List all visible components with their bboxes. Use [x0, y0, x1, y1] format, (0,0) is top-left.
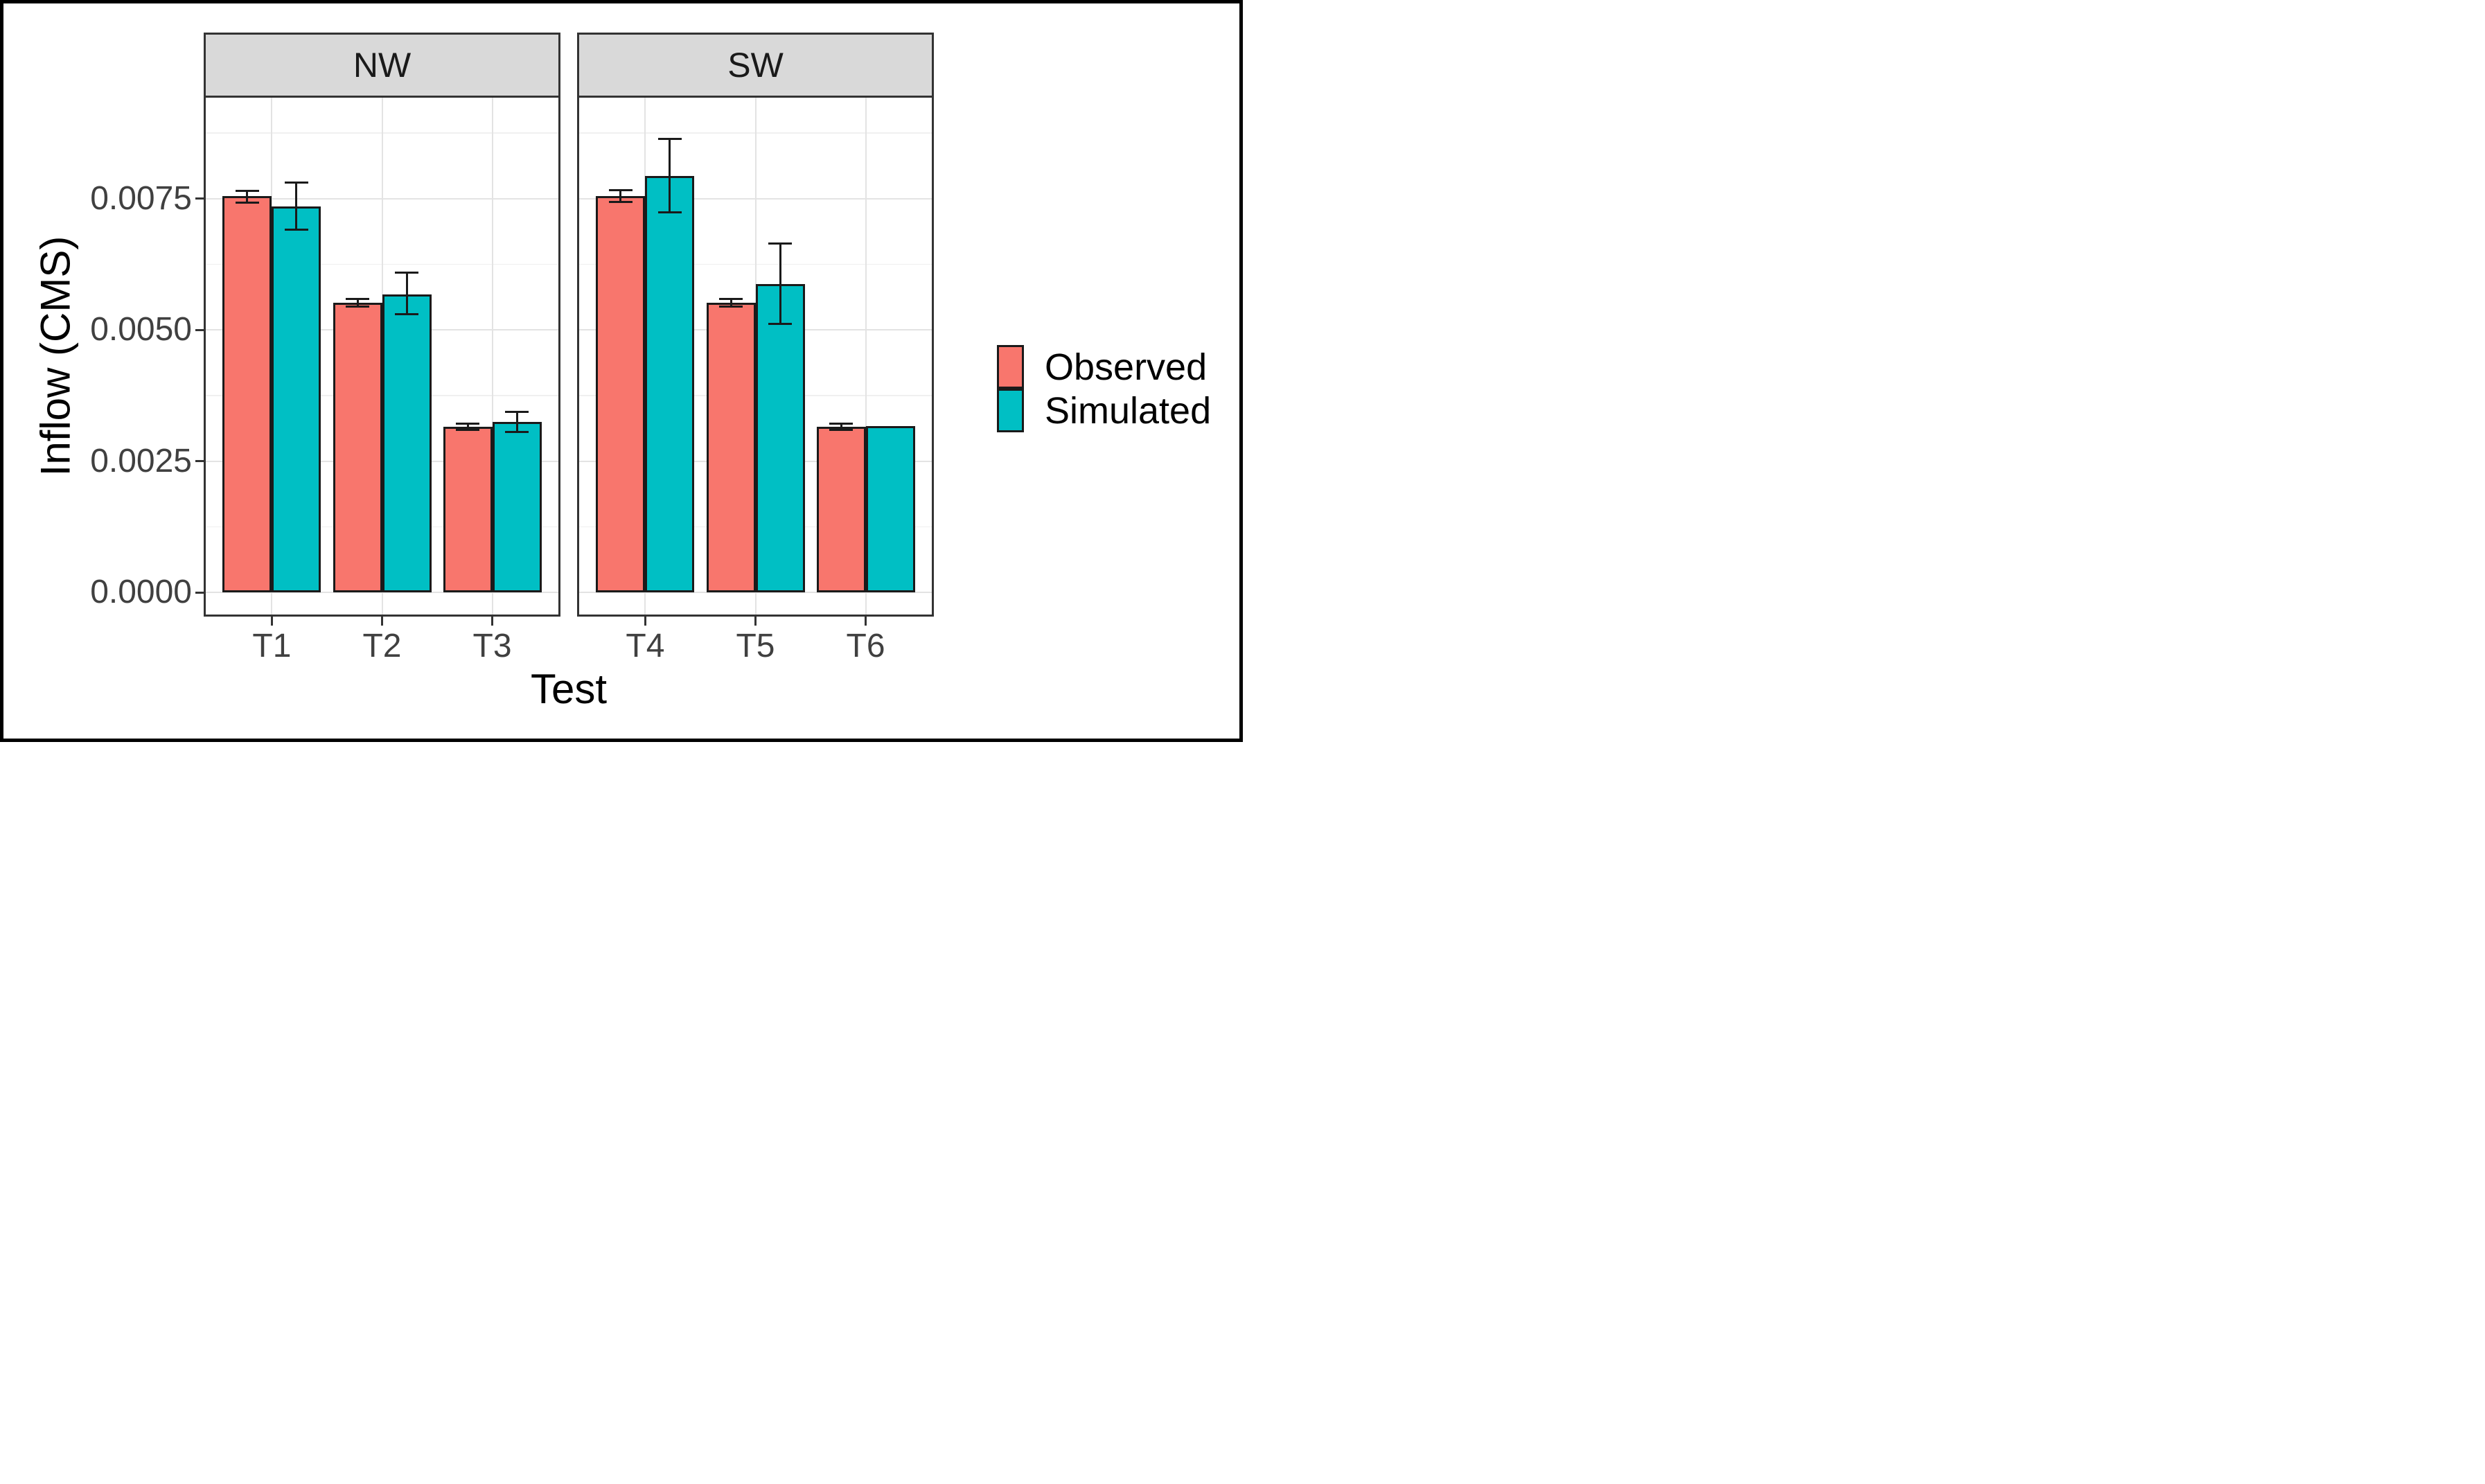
x-tick-mark: [381, 617, 383, 626]
facet-strip-label: SW: [727, 46, 784, 85]
facet-strip: SW: [577, 33, 934, 98]
legend-entry: Simulated: [997, 389, 1211, 432]
y-tick-label: 0.0025: [90, 442, 192, 479]
facet-strip: NW: [204, 33, 560, 98]
legend-entry: Observed: [997, 345, 1211, 389]
error-bar-cap-top: [346, 297, 369, 300]
x-tick-label: T3: [472, 628, 512, 664]
x-tick-mark: [644, 617, 646, 626]
error-bar-line: [515, 412, 518, 432]
gridline-vertical: [491, 98, 493, 615]
chart-figure: Inflow (CMS) Test 0.0000 0.0025 0.0050 0.00…: [0, 0, 1243, 742]
bar-simulated-T4: [645, 175, 695, 593]
y-tick-label: 0.0000: [90, 574, 192, 611]
y-tick-label: 0.0075: [90, 179, 192, 217]
x-tick-label: T2: [362, 628, 402, 664]
error-bar-cap-bottom: [284, 228, 308, 231]
error-bar-line: [295, 182, 298, 230]
error-bar-cap-bottom: [719, 306, 743, 308]
bar-simulated-T5: [755, 284, 805, 593]
x-tick-mark: [754, 617, 757, 626]
error-bar-line: [356, 299, 359, 307]
facet-strip-label: NW: [353, 46, 412, 85]
x-axis-title: Test: [530, 666, 608, 712]
y-tick-mark: [195, 591, 205, 594]
error-bar-cap-top: [235, 189, 259, 192]
error-bar-cap-top: [719, 297, 743, 300]
error-bar-cap-top: [768, 242, 792, 245]
error-bar-cap-bottom: [657, 211, 682, 213]
bar-observed-T6: [816, 427, 866, 593]
bar-simulated-T1: [272, 206, 321, 593]
y-tick-mark: [195, 328, 205, 331]
x-tick-label: T4: [626, 628, 665, 664]
error-bar-line: [405, 272, 408, 315]
error-bar-line: [779, 243, 781, 324]
error-bar-cap-top: [505, 410, 529, 413]
x-tick-label: T6: [846, 628, 885, 664]
facet-panel: [204, 96, 560, 617]
bar-observed-T2: [333, 302, 382, 593]
bar-simulated-T2: [382, 294, 432, 593]
error-bar-cap-top: [284, 181, 308, 184]
error-bar-cap-bottom: [456, 429, 480, 432]
x-tick-mark: [865, 617, 867, 626]
bar-simulated-T6: [865, 425, 915, 593]
legend: Observed Simulated: [997, 345, 1211, 432]
bar-observed-T1: [222, 195, 272, 593]
error-bar-cap-bottom: [608, 200, 633, 203]
x-tick-mark: [491, 617, 494, 626]
error-bar-cap-bottom: [768, 323, 792, 326]
bar-simulated-T3: [492, 421, 542, 593]
error-bar-cap-bottom: [346, 306, 369, 308]
error-bar-line: [669, 139, 671, 213]
y-tick-mark: [195, 197, 205, 200]
error-bar-line: [466, 423, 469, 430]
y-tick-label: 0.0050: [90, 311, 192, 348]
error-bar-line: [246, 191, 249, 203]
facet-panel: [577, 96, 934, 617]
legend-swatch-observed: [997, 345, 1024, 389]
error-bar-line: [840, 423, 842, 430]
legend-swatch-simulated: [997, 389, 1024, 432]
x-tick-label: T1: [252, 628, 292, 664]
error-bar-line: [729, 299, 732, 307]
legend-label: Simulated: [1045, 389, 1212, 432]
error-bar-line: [619, 190, 622, 202]
error-bar-cap-bottom: [235, 202, 259, 204]
error-bar-cap-top: [456, 423, 480, 425]
error-bar-cap-top: [608, 188, 633, 191]
error-bar-cap-top: [657, 137, 682, 140]
x-tick-label: T5: [736, 628, 775, 664]
gridline-vertical: [865, 98, 867, 615]
error-bar-cap-bottom: [829, 428, 854, 431]
error-bar-cap-top: [829, 423, 854, 425]
legend-label: Observed: [1045, 346, 1208, 388]
y-tick-mark: [195, 460, 205, 463]
error-bar-cap-top: [395, 271, 418, 274]
bar-observed-T5: [706, 302, 756, 593]
bar-observed-T3: [443, 427, 493, 593]
x-tick-mark: [270, 617, 273, 626]
bar-observed-T4: [596, 195, 646, 593]
error-bar-cap-bottom: [395, 312, 418, 315]
error-bar-cap-bottom: [505, 431, 529, 434]
